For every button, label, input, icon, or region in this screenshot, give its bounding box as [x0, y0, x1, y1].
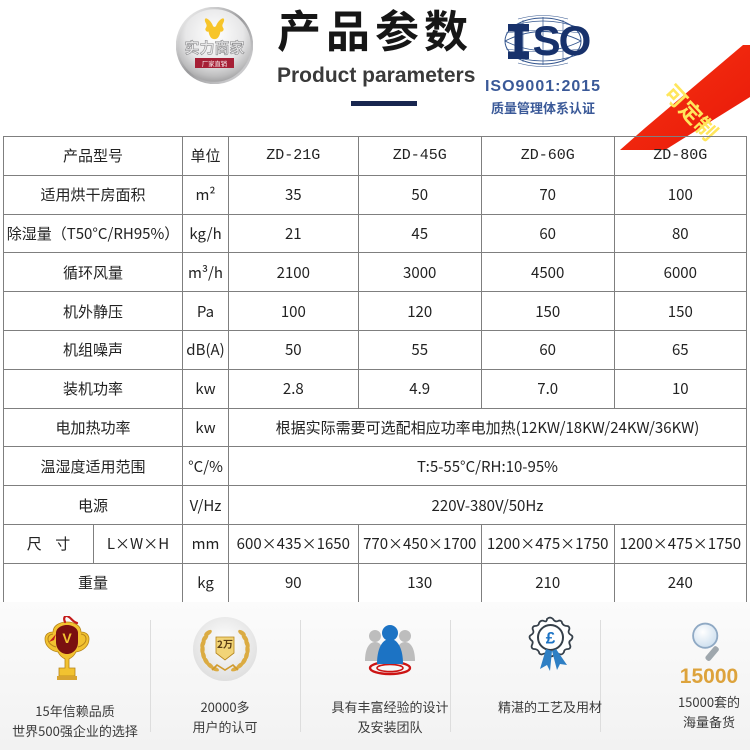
svg-text:V: V: [62, 630, 72, 646]
svg-text:2万: 2万: [217, 636, 233, 651]
svg-text:£: £: [546, 629, 556, 648]
